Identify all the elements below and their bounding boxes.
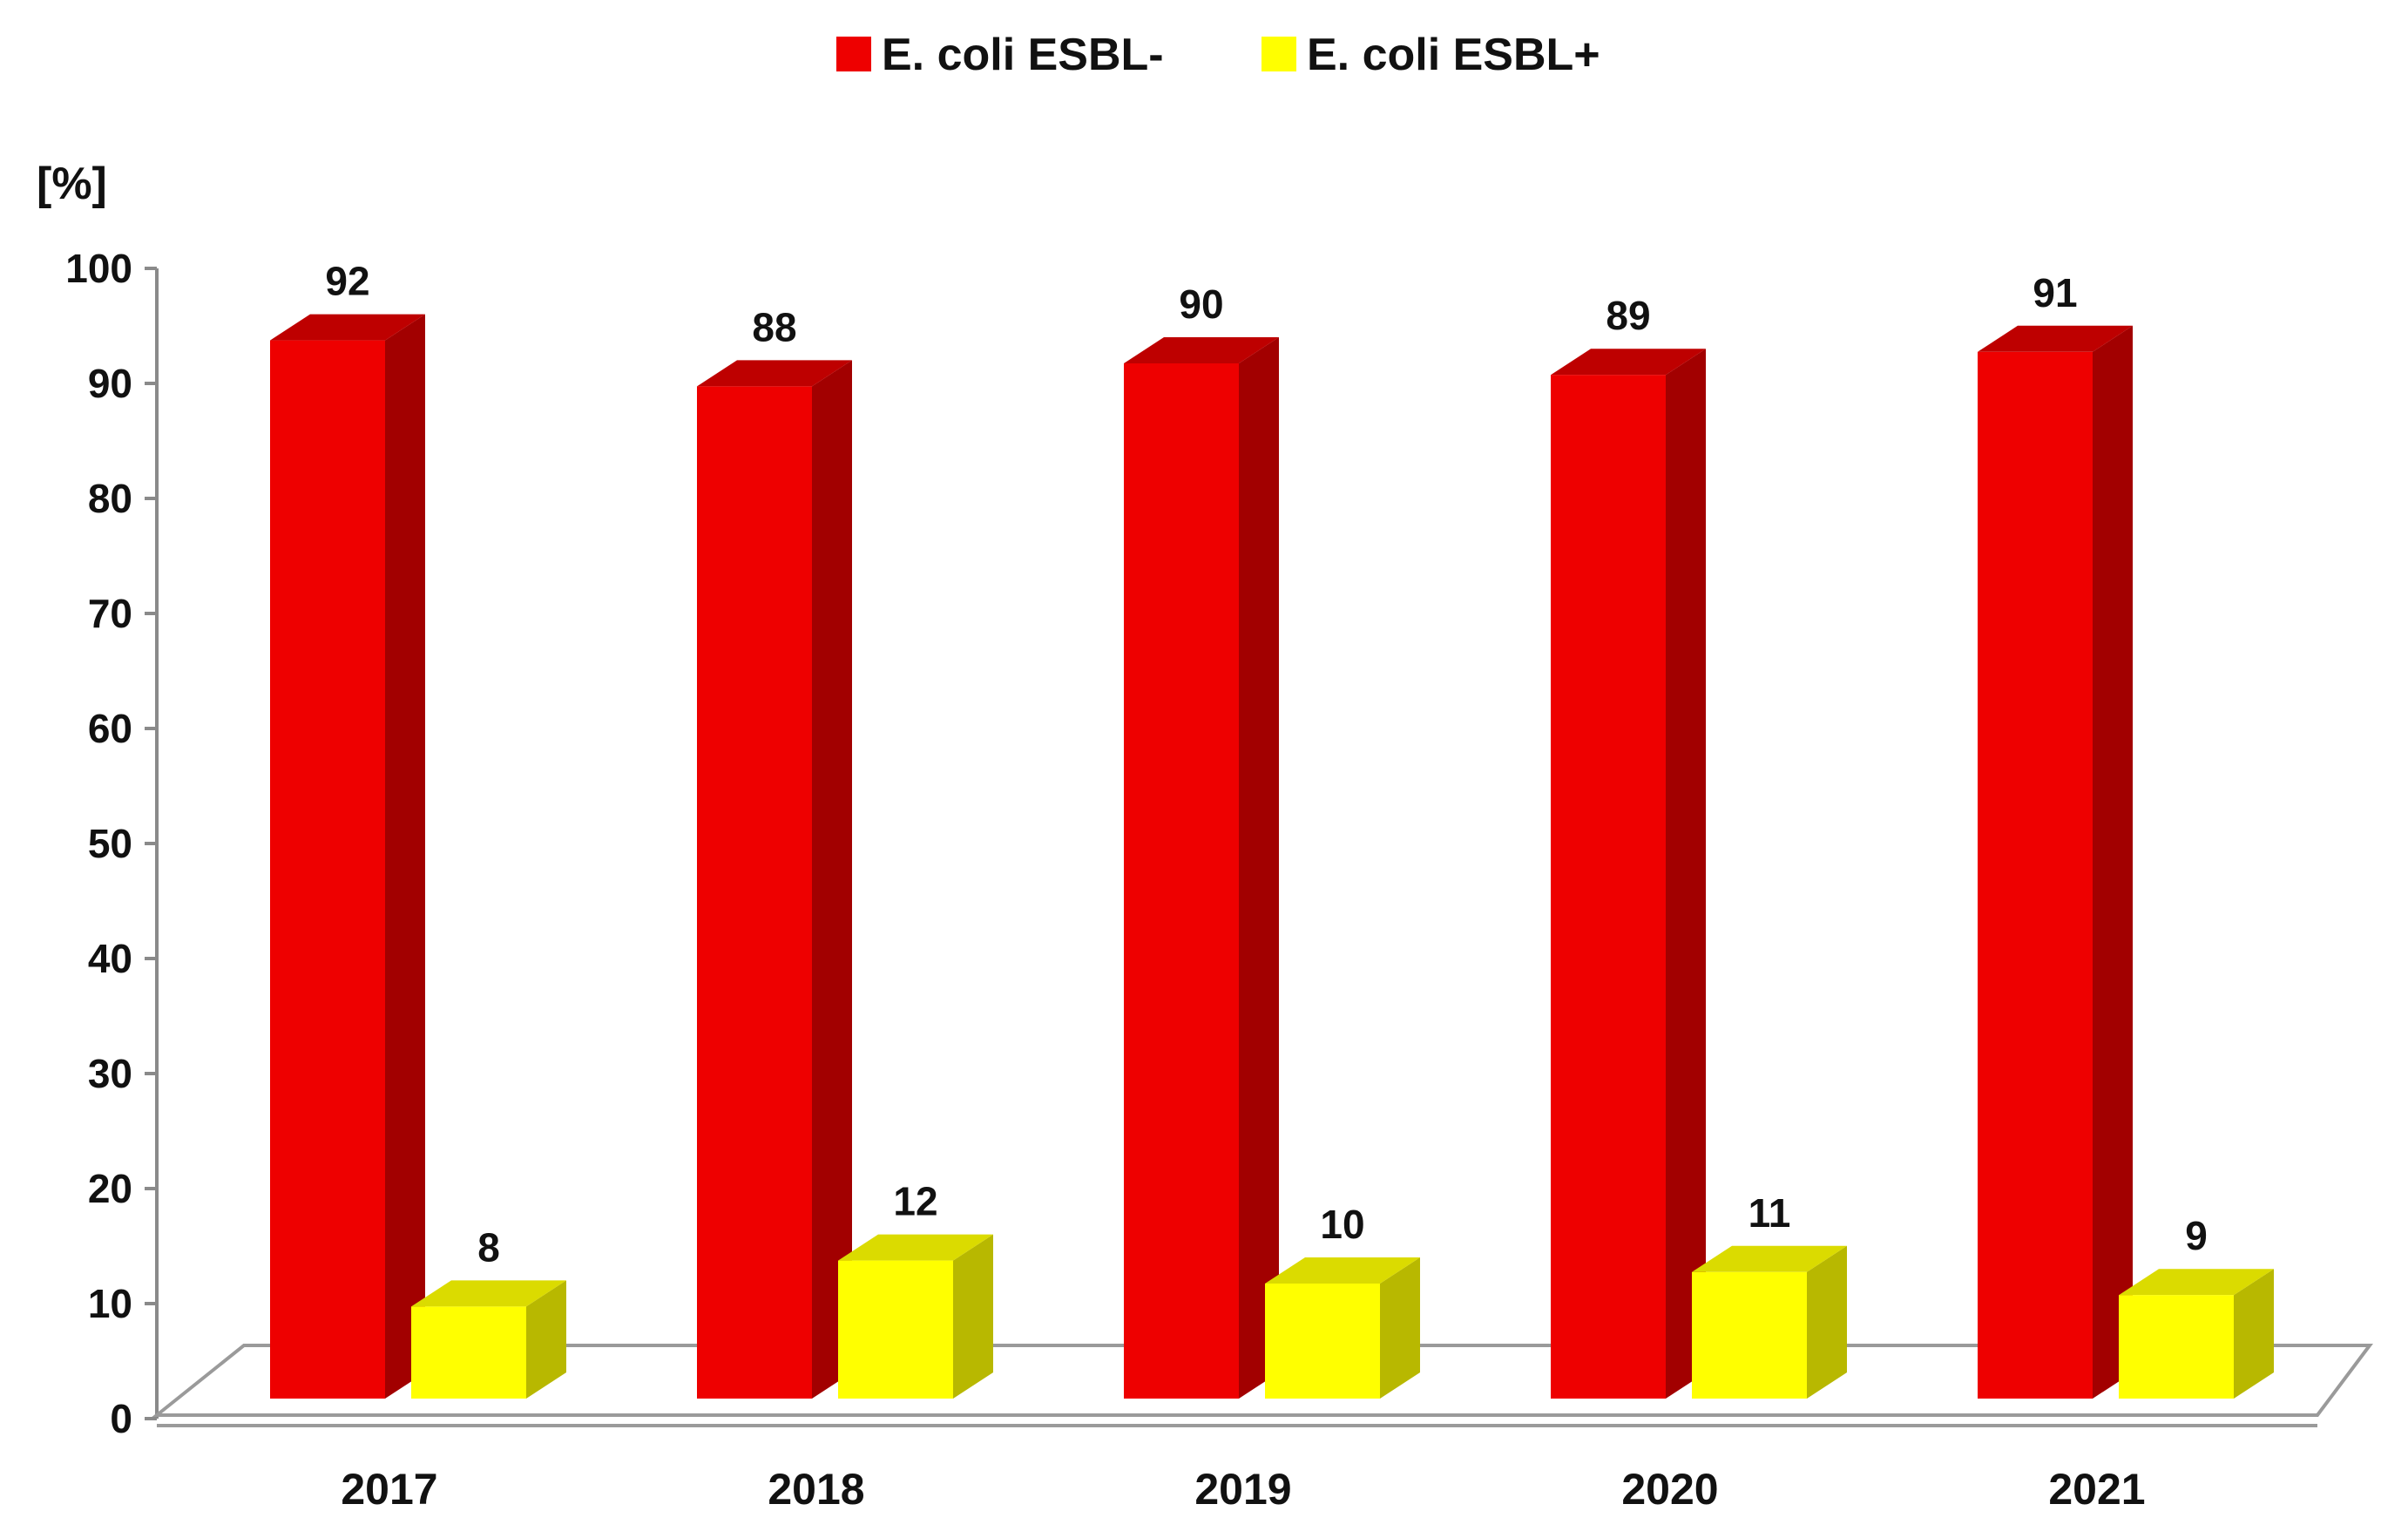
bar-front <box>411 1306 526 1399</box>
y-tick-label: 60 <box>88 706 132 751</box>
bar-top <box>1978 325 2133 352</box>
bars <box>270 314 2274 1399</box>
y-axis-ticks: 0 10 20 30 40 50 60 70 80 90 100 <box>65 246 157 1441</box>
x-category-label-2020: 2020 <box>1621 1465 1718 1514</box>
bar-esbl-positive-2020 <box>1692 1245 1847 1399</box>
x-category-label-2019: 2019 <box>1194 1465 1291 1514</box>
bar-front <box>1265 1284 1380 1399</box>
bar-top <box>1265 1257 1420 1284</box>
y-tick-label: 20 <box>88 1166 132 1211</box>
data-label-esbl-negative-2021: 91 <box>2033 270 2077 315</box>
x-category-label-2018: 2018 <box>768 1465 864 1514</box>
bar-front <box>270 340 385 1399</box>
legend-label-esbl-positive: E. coli ESBL+ <box>1307 30 1600 80</box>
bar-side <box>2234 1269 2274 1399</box>
bar-side <box>2093 325 2133 1399</box>
data-label-esbl-positive-2020: 11 <box>1749 1190 1791 1236</box>
bar-esbl-negative-2019 <box>1124 337 1279 1399</box>
y-tick-label: 90 <box>88 361 132 406</box>
bar-top <box>838 1234 993 1261</box>
bar-front <box>1978 351 2093 1399</box>
bar-top <box>1692 1245 1847 1272</box>
bar-side <box>1666 349 1706 1399</box>
legend-swatch-esbl-positive <box>1261 37 1296 71</box>
bar-side <box>385 314 425 1399</box>
bar-front <box>1551 375 1666 1399</box>
bar-side <box>1380 1257 1420 1399</box>
x-axis-categories: 2017 2018 2019 2020 2021 <box>341 1465 2145 1514</box>
bar-side <box>812 360 852 1399</box>
bar-side <box>953 1234 993 1399</box>
data-label-esbl-negative-2019: 90 <box>1179 281 1223 327</box>
bar-front <box>697 386 812 1399</box>
bar-top <box>411 1280 566 1307</box>
legend-label-esbl-negative: E. coli ESBL- <box>882 30 1164 80</box>
y-tick-label: 70 <box>88 591 132 636</box>
data-label-esbl-negative-2020: 89 <box>1606 293 1650 338</box>
bar-esbl-positive-2017 <box>411 1280 566 1399</box>
y-tick-label: 100 <box>65 246 132 291</box>
y-tick-label: 80 <box>88 476 132 521</box>
x-category-label-2021: 2021 <box>2048 1465 2145 1514</box>
y-axis-unit-label: [%] <box>37 159 107 209</box>
data-label-esbl-positive-2017: 8 <box>477 1224 500 1270</box>
data-label-esbl-negative-2018: 88 <box>752 304 796 349</box>
data-label-esbl-negative-2017: 92 <box>325 259 369 304</box>
bar-side <box>1807 1245 1847 1399</box>
bar-esbl-negative-2017 <box>270 314 425 1399</box>
data-label-esbl-positive-2019: 10 <box>1320 1202 1364 1247</box>
y-tick-label: 50 <box>88 821 132 866</box>
bar-front <box>838 1260 953 1399</box>
bar-esbl-positive-2018 <box>838 1234 993 1399</box>
bar-front <box>1124 363 1239 1399</box>
bar-esbl-positive-2021 <box>2119 1269 2274 1399</box>
bar-esbl-negative-2018 <box>697 360 852 1399</box>
legend-swatch-esbl-negative <box>836 37 871 71</box>
bar-top <box>1124 337 1279 363</box>
bar-front <box>1692 1271 1807 1399</box>
bar-esbl-negative-2020 <box>1551 349 1706 1399</box>
data-label-esbl-positive-2018: 12 <box>893 1179 937 1224</box>
data-label-esbl-positive-2021: 9 <box>2185 1213 2208 1258</box>
y-tick-label: 10 <box>88 1281 132 1326</box>
bar-esbl-positive-2019 <box>1265 1257 1420 1399</box>
bar-top <box>2119 1269 2274 1296</box>
bar-top <box>697 360 852 387</box>
y-tick-label: 30 <box>88 1051 132 1096</box>
y-tick-label: 0 <box>110 1396 132 1441</box>
bar-side <box>526 1280 566 1399</box>
y-tick-label: 40 <box>88 936 132 981</box>
bar-side <box>1239 337 1279 1399</box>
bar-esbl-negative-2021 <box>1978 325 2133 1399</box>
legend: E. coli ESBL- E. coli ESBL+ <box>836 30 1600 80</box>
bar-top <box>1551 349 1706 376</box>
x-category-label-2017: 2017 <box>341 1465 437 1514</box>
bar-top <box>270 314 425 341</box>
bar-front <box>2119 1295 2234 1399</box>
